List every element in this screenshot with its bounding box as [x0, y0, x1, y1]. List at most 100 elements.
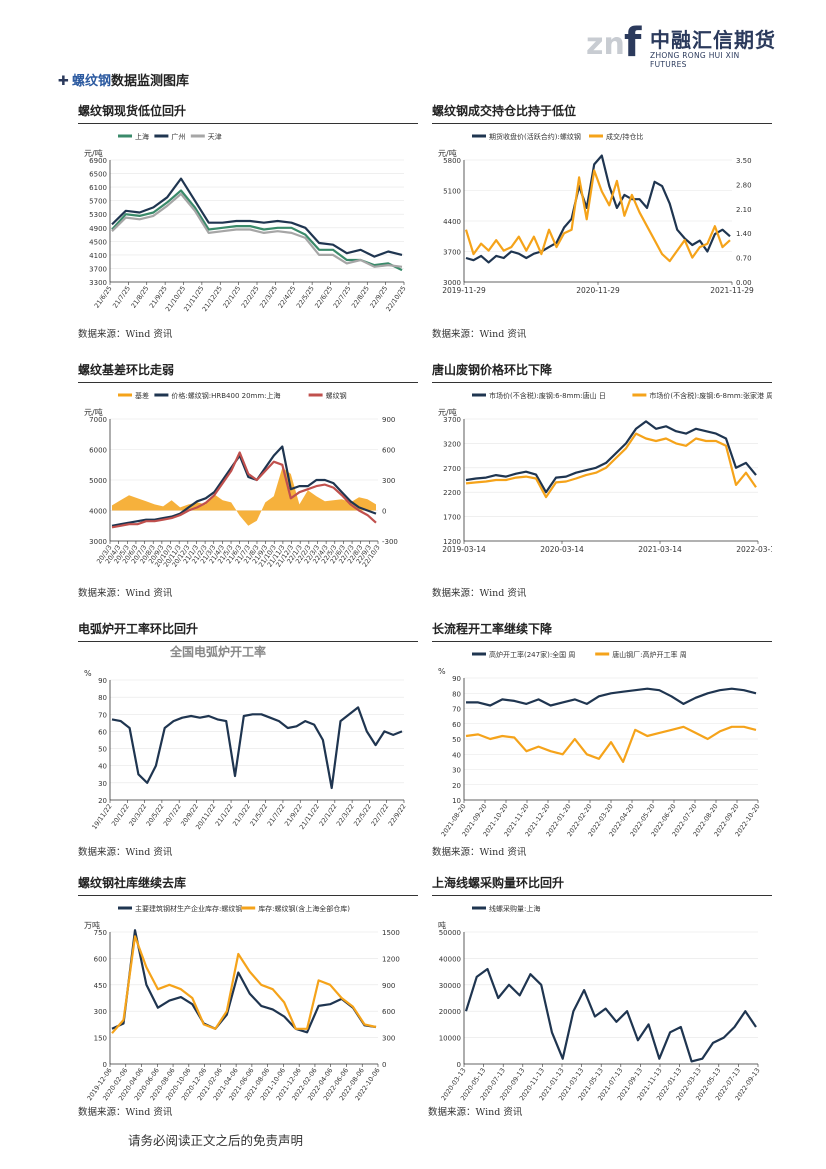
- y-tick-label: 750: [94, 929, 107, 937]
- section-title-rest: 数据监测图库: [111, 74, 190, 89]
- legend-label: 螺纹钢: [326, 391, 347, 400]
- y-tick-label: 1200: [443, 538, 461, 546]
- y-axis-label: 元/吨: [438, 148, 457, 158]
- legend-label: 期货收盘价(活跃合约):螺纹钢: [489, 132, 581, 141]
- y-tick-label: 5000: [89, 477, 107, 485]
- y-right-tick-label: 600: [382, 1008, 395, 1016]
- y-tick-label: 50000: [439, 929, 461, 937]
- chart-inner-title: 全国电弧炉开工率: [169, 644, 266, 659]
- y-tick-label: 5800: [443, 157, 461, 165]
- y-tick-label: 3700: [443, 249, 461, 257]
- y-tick-label: 70: [98, 711, 107, 719]
- y-tick-label: 1700: [443, 514, 461, 522]
- legend-label: 广州: [171, 132, 185, 141]
- y-right-tick-label: 300: [382, 477, 395, 485]
- blast-furnace-rate-line-chart: 高炉开工率(247家):全国 周 唐山钢厂:高炉开工率 周% 90 80 70 60 50 4…: [438, 650, 762, 838]
- y-right-tick-label: 2.10: [736, 206, 752, 214]
- y-right-tick-label: 0: [382, 508, 386, 516]
- chart-title: 螺纹钢现货低位回升: [78, 102, 418, 124]
- legend-label: 主要建筑钢材生产企业库存:螺纹钢: [135, 904, 242, 913]
- section-title-highlight: 螺纹钢: [72, 74, 112, 89]
- y-right-tick-label: 300: [382, 1035, 395, 1043]
- y-tick-label: 4900: [89, 225, 107, 233]
- eaf-rate-line-chart: 全国电弧炉开工率%908070605040302019/11/2220/1/22…: [84, 644, 408, 832]
- chart-title: 螺纹钢成交持仓比持于低位: [432, 102, 772, 124]
- x-tick-label: 21/6/25: [93, 285, 114, 310]
- x-tick-label: 22/5/25: [295, 285, 316, 310]
- y-tick-label: 6900: [89, 157, 107, 165]
- disclaimer-footer: 请务必阅读正文之后的免责声明: [128, 1133, 304, 1148]
- y-right-tick-label: 0.00: [736, 279, 752, 287]
- y-tick-label: 20000: [439, 1008, 461, 1016]
- x-tick-label: 2020-11-29: [576, 286, 620, 295]
- x-tick-label: 22/6/25: [313, 285, 334, 310]
- chart-panel-blast-furnace-rate: 长流程开工率继续下降 高炉开工率(247家):全国 周 唐山钢厂:高炉开工率 周%…: [432, 620, 772, 842]
- x-tick-label: 2019-03-14: [442, 545, 486, 554]
- y-tick-label: 60: [452, 721, 461, 729]
- svg-text:f: f: [624, 22, 642, 58]
- y-axis-label: 元/吨: [84, 407, 103, 417]
- y-tick-label: 7000: [89, 416, 107, 424]
- y-tick-label: 30: [98, 780, 107, 788]
- y-tick-label: 4100: [89, 252, 107, 260]
- y-tick-label: 40000: [439, 955, 461, 963]
- legend-label: 价格:螺纹钢:HRB400 20mm:上海: [171, 391, 280, 400]
- x-tick-label: 22/2/25: [240, 285, 261, 310]
- legend-label: 成交/持仓比: [606, 132, 643, 141]
- y-right-tick-label: 1200: [382, 955, 400, 963]
- plus-bullet-icon: ✚: [58, 74, 69, 89]
- y-tick-label: 2700: [443, 465, 461, 473]
- y-tick-label: 6100: [89, 184, 107, 192]
- series-line: [111, 935, 377, 1034]
- legend-label: 线螺采购量:上海: [489, 904, 540, 913]
- chart-title: 电弧炉开工率环比回升: [78, 620, 418, 642]
- y-tick-label: 90: [98, 677, 107, 685]
- x-tick-label: 2021-11-29: [710, 286, 754, 295]
- y-tick-label: 5300: [89, 211, 107, 219]
- section-title: ✚ 螺纹钢数据监测图库: [58, 70, 189, 89]
- legend-label: 高炉开工率(247家):全国 周: [489, 650, 575, 659]
- y-right-tick-label: 1500: [382, 929, 400, 937]
- y-tick-label: 20: [452, 782, 461, 790]
- y-tick-label: 50: [452, 736, 461, 744]
- x-tick-label: 22/7/25: [332, 285, 353, 310]
- y-tick-label: 2200: [443, 489, 461, 497]
- y-tick-label: 90: [452, 675, 461, 683]
- y-tick-label: 3700: [89, 265, 107, 273]
- x-tick-label: 22/3/25: [258, 285, 279, 310]
- y-tick-label: 4500: [89, 238, 107, 246]
- chart-title: 唐山废钢价格环比下降: [432, 361, 772, 383]
- chart-panel-basis: 螺纹基差环比走弱 基差 价格:螺纹钢:HRB400 20mm:上海 螺纹钢 元/吨 70…: [78, 361, 418, 583]
- y-tick-label: 0: [457, 1061, 461, 1069]
- source-note: 数据来源：Wind 资讯: [78, 588, 173, 599]
- series-line: [111, 192, 403, 268]
- logo-english-name: ZHONG RONG HUI XIN FUTURES: [650, 51, 740, 69]
- series-line: [465, 432, 757, 499]
- x-tick-label: 19/11/22: [90, 803, 113, 832]
- x-tick-label: 2020-03-14: [540, 545, 584, 554]
- y-tick-label: 600: [94, 955, 107, 963]
- series-line: [111, 706, 403, 790]
- x-tick-label: 22/9/22: [387, 803, 408, 828]
- source-note: 数据来源：Wind 资讯: [78, 329, 173, 340]
- y-tick-label: 3700: [443, 416, 461, 424]
- series-line: [465, 420, 757, 494]
- series-line: [464, 967, 757, 1063]
- y-right-tick-label: -300: [382, 538, 398, 546]
- x-tick-label: 21/8/25: [129, 285, 150, 310]
- y-tick-label: 4000: [89, 508, 107, 516]
- source-note: 数据来源：Wind 资讯: [78, 1107, 173, 1118]
- y-right-tick-label: 1.40: [736, 230, 752, 238]
- y-tick-label: 6000: [89, 447, 107, 455]
- series-line: [465, 725, 757, 763]
- y-tick-label: 3000: [443, 279, 461, 287]
- source-note: 数据来源：Wind 资讯: [78, 847, 173, 858]
- logo-chinese-name: 中融汇信期货: [650, 28, 776, 52]
- legend-label: 基差: [135, 391, 149, 400]
- legend-label: 唐山钢厂:高炉开工率 周: [612, 650, 687, 659]
- chart-panel-spot-price: 螺纹钢现货低位回升 上海 广州 天津 元/吨 6900 6500 6100 5700 5300 4…: [78, 102, 418, 324]
